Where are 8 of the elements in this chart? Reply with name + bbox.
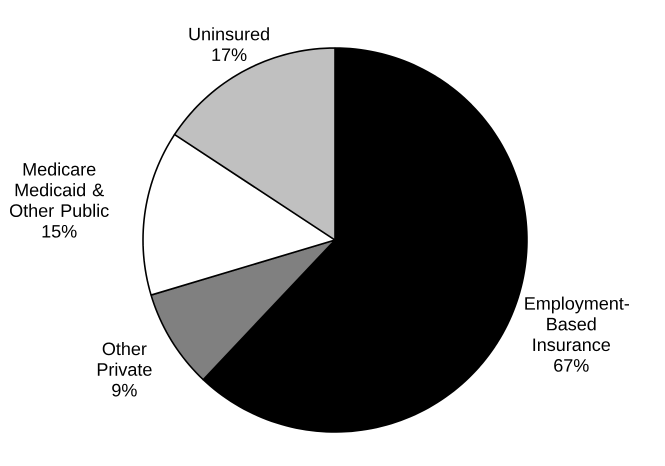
data-label: 17% xyxy=(212,48,246,62)
slice-label: Other Private xyxy=(98,342,152,376)
data-label: 67% xyxy=(554,359,589,372)
data-label: 15% xyxy=(42,225,77,238)
data-label: 9% xyxy=(112,384,137,397)
slice-label: Medicare Medicaid & Other Public xyxy=(10,162,109,217)
slice-label: Uninsured xyxy=(189,27,269,40)
slice-label: Employment-Based Insurance xyxy=(525,296,630,352)
